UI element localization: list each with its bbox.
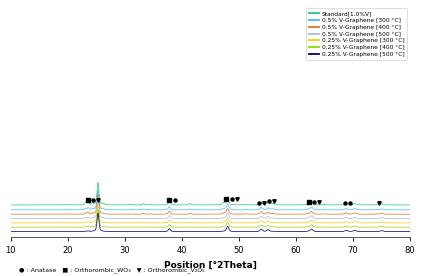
Text: ● : Anatase   ■ : Orthorombic_WO₃   ▼ : Orthorombic_V₂O₅: ● : Anatase ■ : Orthorombic_WO₃ ▼ : Orth… <box>19 267 205 273</box>
Legend: Standard[1.0%V], 0.5% V-Graphene [300 °C], 0.5% V-Graphene [400 °C], 0.5% V-Grap: Standard[1.0%V], 0.5% V-Graphene [300 °C… <box>306 9 407 60</box>
X-axis label: Position [°2Theta]: Position [°2Theta] <box>164 261 257 270</box>
